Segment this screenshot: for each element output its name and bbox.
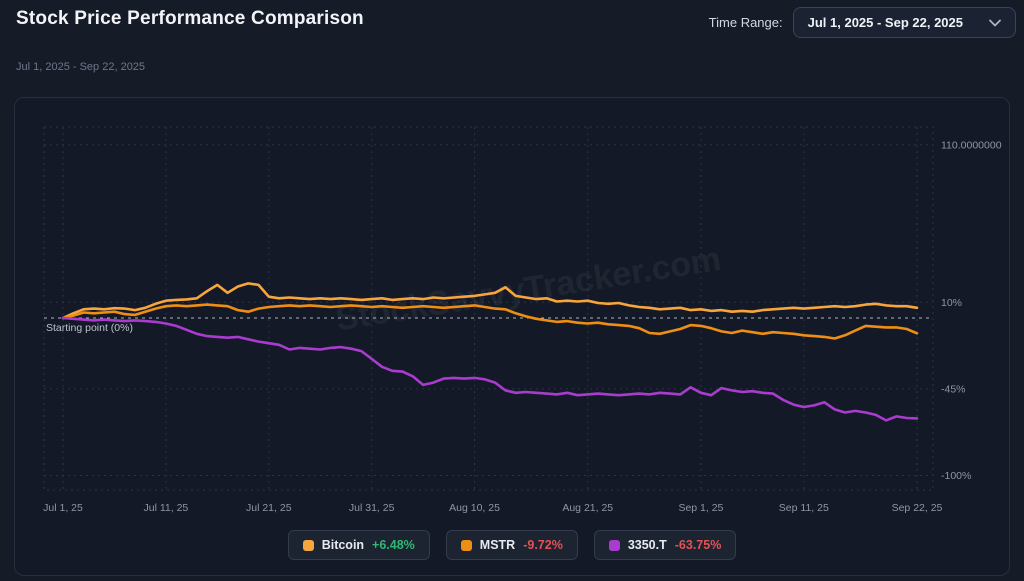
legend-swatch (302, 539, 314, 551)
x-axis-tick-label: Jul 11, 25 (144, 502, 189, 514)
x-axis-tick-label: Sep 22, 25 (892, 502, 943, 514)
y-axis-tick-label: 110.0000000 (941, 139, 1002, 151)
date-range-subtitle: Jul 1, 2025 - Sep 22, 2025 (16, 61, 146, 73)
x-axis-tick-label: Aug 21, 25 (562, 502, 613, 514)
legend-swatch (460, 539, 472, 551)
chart-legend: Bitcoin +6.48% MSTR -9.72% 3350.T -63.75% (0, 530, 1024, 560)
time-range-value: Jul 1, 2025 - Sep 22, 2025 (807, 15, 963, 30)
page-title: Stock Price Performance Comparison (16, 8, 364, 29)
time-range-control: Time Range: Jul 1, 2025 - Sep 22, 2025 (709, 7, 1016, 38)
x-axis-tick-label: Jul 31, 25 (349, 502, 395, 514)
series-line-mstr[interactable] (61, 303, 919, 340)
legend-series-name: 3350.T (627, 538, 667, 552)
x-axis-tick-label: Jul 1, 25 (43, 502, 83, 514)
time-range-dropdown[interactable]: Jul 1, 2025 - Sep 22, 2025 (792, 7, 1016, 38)
x-axis-tick-label: Sep 11, 25 (779, 502, 829, 514)
y-axis-tick-label: 10% (941, 297, 962, 309)
legend-series-change: -63.75% (674, 538, 722, 552)
series-line-bitcoin[interactable] (61, 282, 919, 320)
y-axis-tick-label: -45% (941, 383, 966, 395)
legend-series-name: Bitcoin (321, 538, 365, 552)
legend-item-3350-t[interactable]: 3350.T -63.75% (593, 530, 737, 560)
x-axis-tick-label: Aug 10, 25 (449, 502, 500, 514)
y-axis-tick-label: -100% (941, 470, 971, 482)
legend-item-mstr[interactable]: MSTR -9.72% (445, 530, 578, 560)
legend-item-bitcoin[interactable]: Bitcoin +6.48% (287, 530, 430, 560)
legend-series-change: -9.72% (523, 538, 563, 552)
axis-layer: Jul 1, 25 Jul 11, 25 Jul 21, 25 Jul 31, 25 A… (43, 139, 1002, 514)
x-axis-tick-label: Sep 1, 25 (678, 502, 723, 514)
watermark-text: StockSavvyTracker.com (333, 240, 724, 338)
legend-swatch (608, 539, 620, 551)
baseline-label: Starting point (0%) (46, 322, 133, 334)
series-line-3350-t[interactable] (61, 316, 919, 422)
x-axis-tick-label: Jul 21, 25 (246, 502, 292, 514)
series-layer (61, 282, 919, 422)
time-range-label: Time Range: (708, 15, 783, 30)
plot-border (43, 126, 934, 491)
legend-series-name: MSTR (479, 538, 516, 552)
chevron-down-icon (989, 19, 1001, 27)
legend-series-change: +6.48% (372, 538, 415, 552)
